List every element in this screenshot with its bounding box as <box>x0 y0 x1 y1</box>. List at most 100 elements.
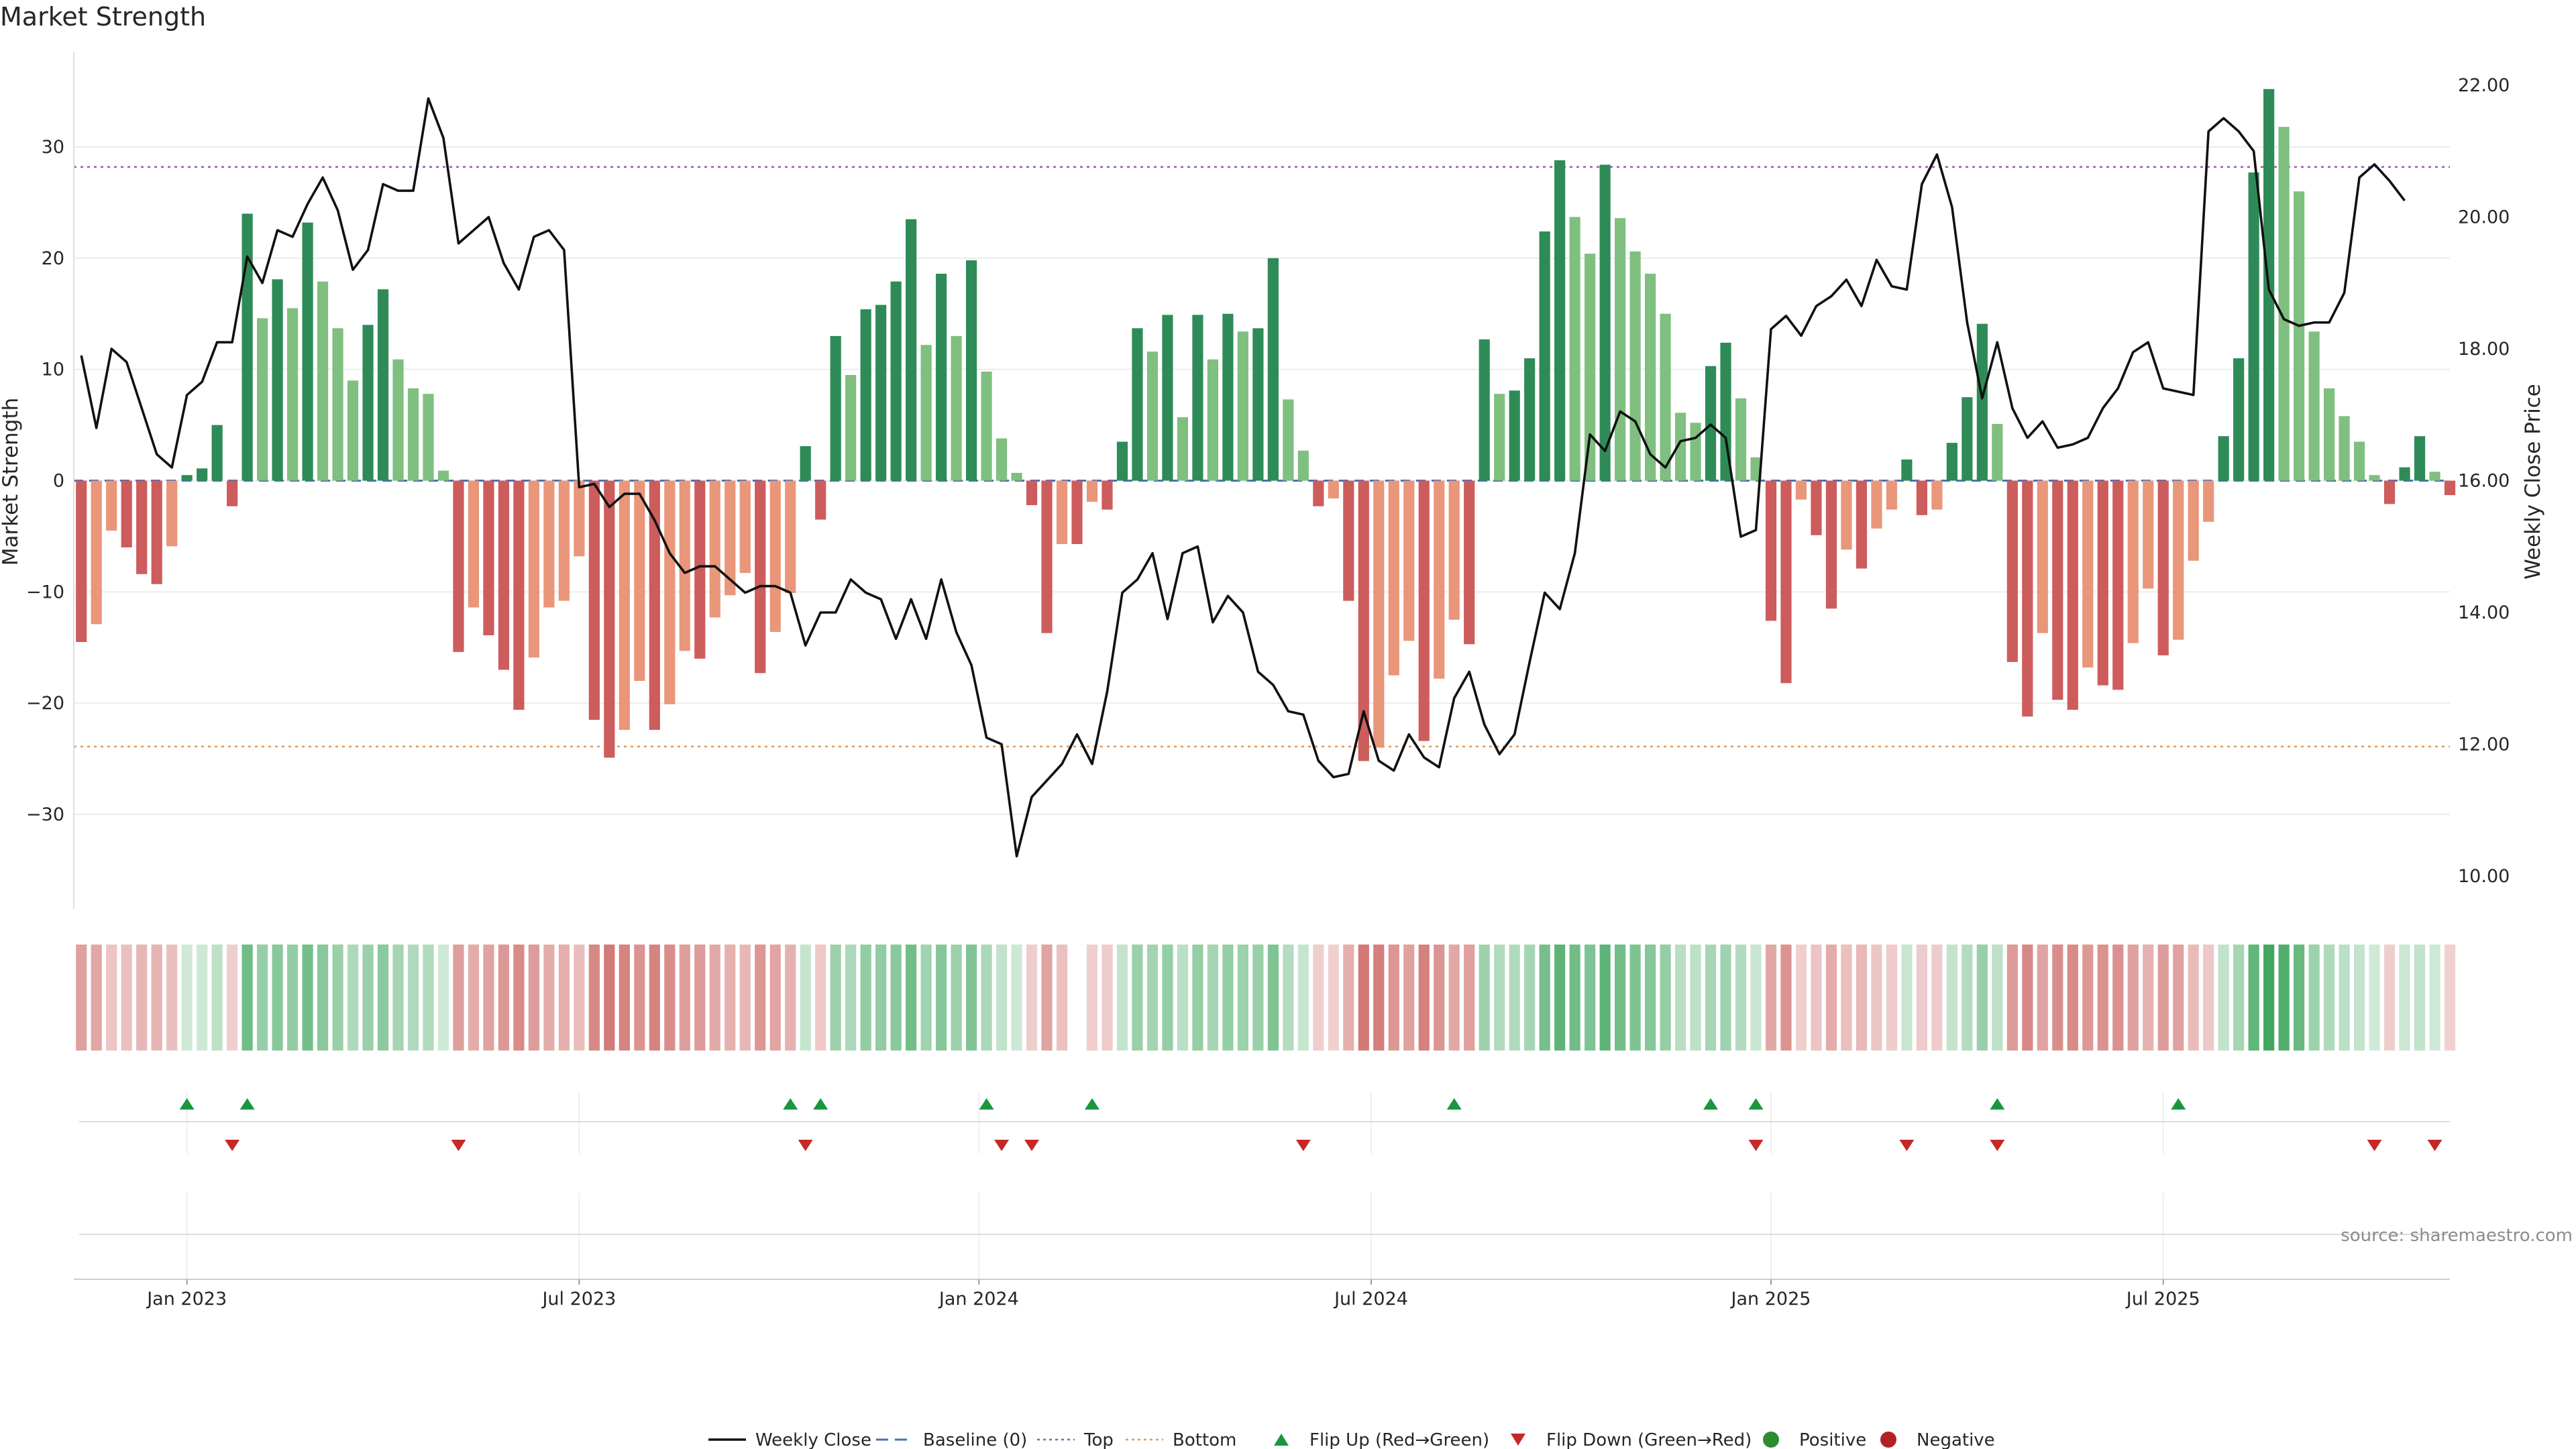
left-tick-label: 20 <box>42 248 64 269</box>
strength-cell <box>1373 945 1385 1051</box>
strength-bar <box>2112 480 2124 690</box>
strength-bar <box>1434 480 1445 679</box>
strength-cell <box>649 945 660 1051</box>
left-tick-label: 10 <box>42 360 64 380</box>
strength-bar <box>1252 328 1264 481</box>
flip-up-marker <box>179 1098 195 1110</box>
strength-cell <box>1644 945 1656 1051</box>
strength-bar <box>2308 331 2320 481</box>
strength-cell <box>830 945 841 1051</box>
strength-cell <box>1448 945 1460 1051</box>
flip-up-marker <box>239 1098 255 1110</box>
chart-title: Market Strength <box>0 2 206 32</box>
legend-label: Weekly Close <box>755 1430 871 1449</box>
strength-bar <box>679 480 690 651</box>
strength-bar <box>2414 436 2426 481</box>
strength-cell <box>2203 945 2214 1051</box>
bottom-panel <box>79 1193 2450 1278</box>
weekly-close-line <box>80 97 2406 858</box>
strength-bar <box>1328 480 1339 499</box>
strength-bar <box>1102 480 1113 510</box>
strength-cell <box>664 945 676 1051</box>
strength-bar <box>1116 441 1128 481</box>
left-tick-label: −20 <box>26 693 64 714</box>
strength-cell <box>2429 945 2440 1051</box>
strength-bar <box>2323 388 2335 481</box>
strength-cell <box>2173 945 2184 1051</box>
strength-bar <box>468 480 480 608</box>
strength-bar <box>2353 441 2365 481</box>
strength-bar <box>845 374 857 481</box>
strength-cell <box>2067 945 2078 1051</box>
strength-bar <box>407 388 419 481</box>
flip-up-marker <box>1748 1098 1764 1110</box>
strength-cell <box>2022 945 2033 1051</box>
flip-markers-panel <box>79 1092 2450 1154</box>
strength-bar <box>2022 480 2033 717</box>
right-tick-label: 10.00 <box>2458 866 2510 887</box>
strength-cell <box>1132 945 1143 1051</box>
strength-cell <box>1524 945 1536 1051</box>
strength-bar <box>2399 467 2410 481</box>
strength-bar <box>649 480 660 730</box>
source-note: source: sharemaestro.com <box>2341 1226 2573 1246</box>
strength-cell <box>377 945 389 1051</box>
strength-cell <box>800 945 811 1051</box>
strength-cell <box>2006 945 2018 1051</box>
x-tick-label: Jul 2024 <box>1333 1289 1408 1309</box>
legend: Weekly Close Baseline (0) Top Bottom Flip Up… <box>708 1430 1995 1449</box>
flip-up-marker <box>813 1098 828 1110</box>
strength-bar <box>1615 218 1626 481</box>
strength-cell <box>815 945 826 1051</box>
legend-flip-down-icon <box>1511 1434 1525 1446</box>
strength-bar <box>2383 480 2396 504</box>
strength-bar <box>2429 472 2440 481</box>
strength-bar <box>106 480 117 531</box>
strength-cell <box>1916 945 1927 1051</box>
strength-cell <box>1992 945 2003 1051</box>
left-axis-label: Market Strength <box>0 398 23 566</box>
flip-down-marker <box>2367 1140 2382 1151</box>
right-tick-label: 12.00 <box>2458 734 2510 755</box>
strength-cell <box>76 945 87 1051</box>
strength-bar <box>1041 480 1053 633</box>
strength-cell <box>1886 945 1898 1051</box>
strength-cell <box>2444 945 2456 1051</box>
strength-cell <box>2037 945 2048 1051</box>
strength-cell <box>2414 945 2426 1051</box>
strength-cell <box>1660 945 1671 1051</box>
strength-cell <box>860 945 871 1051</box>
legend-positive-icon <box>1763 1432 1779 1448</box>
strength-bar <box>1071 480 1083 545</box>
strength-cell <box>1192 945 1203 1051</box>
strength-cell <box>1434 945 1445 1051</box>
strength-bar <box>151 480 162 584</box>
strength-bar <box>257 318 268 481</box>
strength-bar <box>121 480 132 548</box>
strength-cell <box>181 945 193 1051</box>
strength-cell <box>166 945 178 1051</box>
strength-cell <box>1041 945 1053 1051</box>
strength-cell <box>1388 945 1399 1051</box>
strength-bar <box>1479 339 1490 481</box>
strength-bar <box>2173 480 2184 640</box>
strength-bar <box>1207 359 1219 481</box>
strength-bar <box>604 480 615 758</box>
strength-bar <box>1962 397 1973 481</box>
strength-cell <box>769 945 781 1051</box>
legend-negative-icon <box>1880 1432 1896 1448</box>
strength-bar <box>1448 480 1460 620</box>
strength-cell <box>1780 945 1792 1051</box>
strength-cell <box>1811 945 1822 1051</box>
flip-down-marker <box>1899 1140 1915 1151</box>
strength-cell <box>906 945 917 1051</box>
strength-bar <box>890 281 902 481</box>
strength-cell <box>483 945 494 1051</box>
strength-bar <box>558 480 570 601</box>
strength-bar <box>1162 315 1173 481</box>
strength-bar <box>1192 315 1203 481</box>
strength-bar <box>453 480 464 652</box>
strength-bar <box>936 274 947 481</box>
strength-bar <box>1297 450 1309 481</box>
strength-bar <box>1569 217 1580 481</box>
